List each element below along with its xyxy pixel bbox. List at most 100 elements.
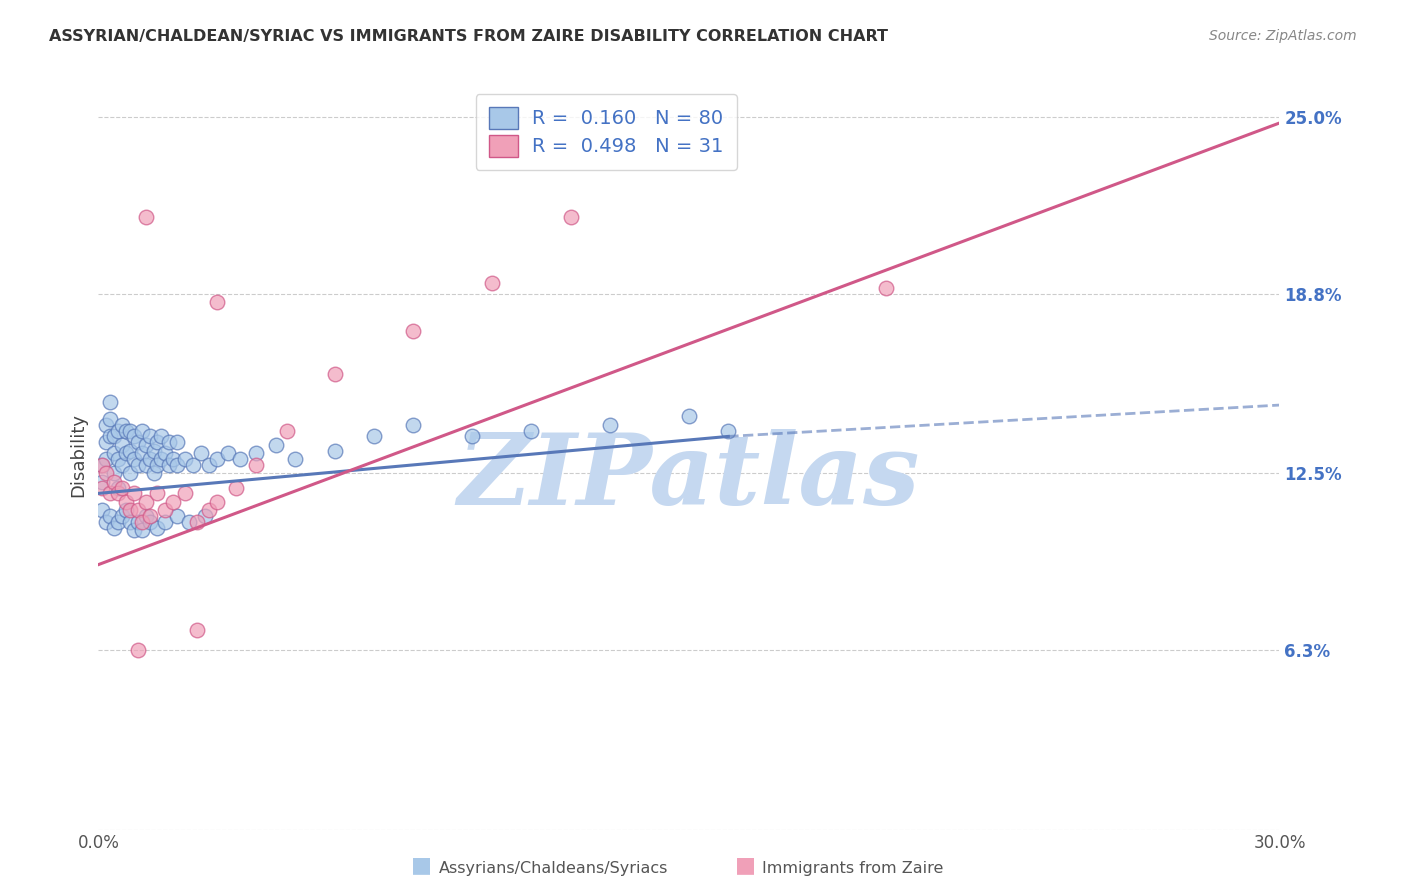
Point — [111, 458, 134, 472]
Point — [98, 486, 121, 500]
Point — [520, 424, 543, 438]
Point — [461, 429, 484, 443]
Point — [115, 424, 138, 438]
Point — [166, 435, 188, 450]
Text: Immigrants from Zaire: Immigrants from Zaire — [762, 862, 943, 876]
Legend: R =  0.160   N = 80, R =  0.498   N = 31: R = 0.160 N = 80, R = 0.498 N = 31 — [475, 94, 737, 170]
Point — [245, 446, 267, 460]
Point — [875, 281, 897, 295]
Point — [138, 452, 160, 467]
Point — [127, 503, 149, 517]
Point — [98, 395, 121, 409]
Point — [186, 623, 208, 637]
Point — [98, 429, 121, 443]
Point — [181, 458, 204, 472]
Point — [103, 475, 125, 489]
Point — [717, 424, 740, 438]
Point — [363, 429, 385, 443]
Point — [229, 452, 252, 467]
Point — [91, 503, 114, 517]
Point — [135, 210, 157, 224]
Point — [138, 515, 160, 529]
Point — [118, 503, 141, 517]
Point — [599, 417, 621, 432]
Point — [103, 467, 125, 481]
Point — [122, 452, 145, 467]
Text: Source: ZipAtlas.com: Source: ZipAtlas.com — [1209, 29, 1357, 43]
Point — [98, 412, 121, 426]
Point — [107, 486, 129, 500]
Point — [402, 324, 425, 338]
Point — [166, 458, 188, 472]
Point — [96, 417, 118, 432]
Point — [135, 458, 157, 472]
Y-axis label: Disability: Disability — [69, 413, 87, 497]
Point — [127, 643, 149, 657]
Point — [118, 424, 141, 438]
Point — [225, 481, 247, 495]
Point — [174, 486, 197, 500]
Point — [190, 446, 212, 460]
Point — [276, 424, 298, 438]
Text: ASSYRIAN/CHALDEAN/SYRIAC VS IMMIGRANTS FROM ZAIRE DISABILITY CORRELATION CHART: ASSYRIAN/CHALDEAN/SYRIAC VS IMMIGRANTS F… — [49, 29, 889, 44]
Point — [107, 481, 129, 495]
Point — [91, 481, 114, 495]
Point — [91, 458, 114, 472]
Point — [323, 367, 346, 381]
Point — [142, 467, 165, 481]
Point — [122, 486, 145, 500]
Point — [111, 509, 134, 524]
Point — [91, 458, 114, 472]
Point — [157, 435, 180, 450]
Point — [103, 520, 125, 534]
Point — [205, 495, 228, 509]
Point — [111, 438, 134, 452]
Point — [150, 452, 173, 467]
Point — [138, 429, 160, 443]
Point — [157, 458, 180, 472]
Point — [127, 458, 149, 472]
Point — [107, 424, 129, 438]
Point — [194, 509, 217, 524]
Point — [111, 481, 134, 495]
Text: ■: ■ — [412, 855, 432, 875]
Point — [96, 515, 118, 529]
Point — [166, 509, 188, 524]
Point — [177, 515, 200, 529]
Point — [155, 515, 177, 529]
Point — [155, 503, 177, 517]
Point — [107, 515, 129, 529]
Point — [162, 495, 184, 509]
Point — [174, 452, 197, 467]
Point — [142, 443, 165, 458]
Point — [323, 443, 346, 458]
Point — [111, 417, 134, 432]
Point — [135, 438, 157, 452]
Point — [115, 503, 138, 517]
Point — [146, 520, 169, 534]
Point — [135, 509, 157, 524]
Point — [131, 515, 153, 529]
Point — [205, 452, 228, 467]
Text: Assyrians/Chaldeans/Syriacs: Assyrians/Chaldeans/Syriacs — [439, 862, 668, 876]
Point — [127, 435, 149, 450]
Point — [131, 424, 153, 438]
Point — [96, 435, 118, 450]
Point — [162, 452, 184, 467]
Point — [481, 276, 503, 290]
Point — [122, 524, 145, 538]
Point — [264, 438, 287, 452]
Text: ■: ■ — [735, 855, 755, 875]
Point — [146, 486, 169, 500]
Point — [96, 467, 118, 481]
Point — [217, 446, 239, 460]
Point — [115, 495, 138, 509]
Point — [150, 429, 173, 443]
Point — [205, 295, 228, 310]
Point — [146, 458, 169, 472]
Point — [245, 458, 267, 472]
Point — [186, 515, 208, 529]
Point — [197, 458, 219, 472]
Point — [560, 210, 582, 224]
Point — [103, 446, 125, 460]
